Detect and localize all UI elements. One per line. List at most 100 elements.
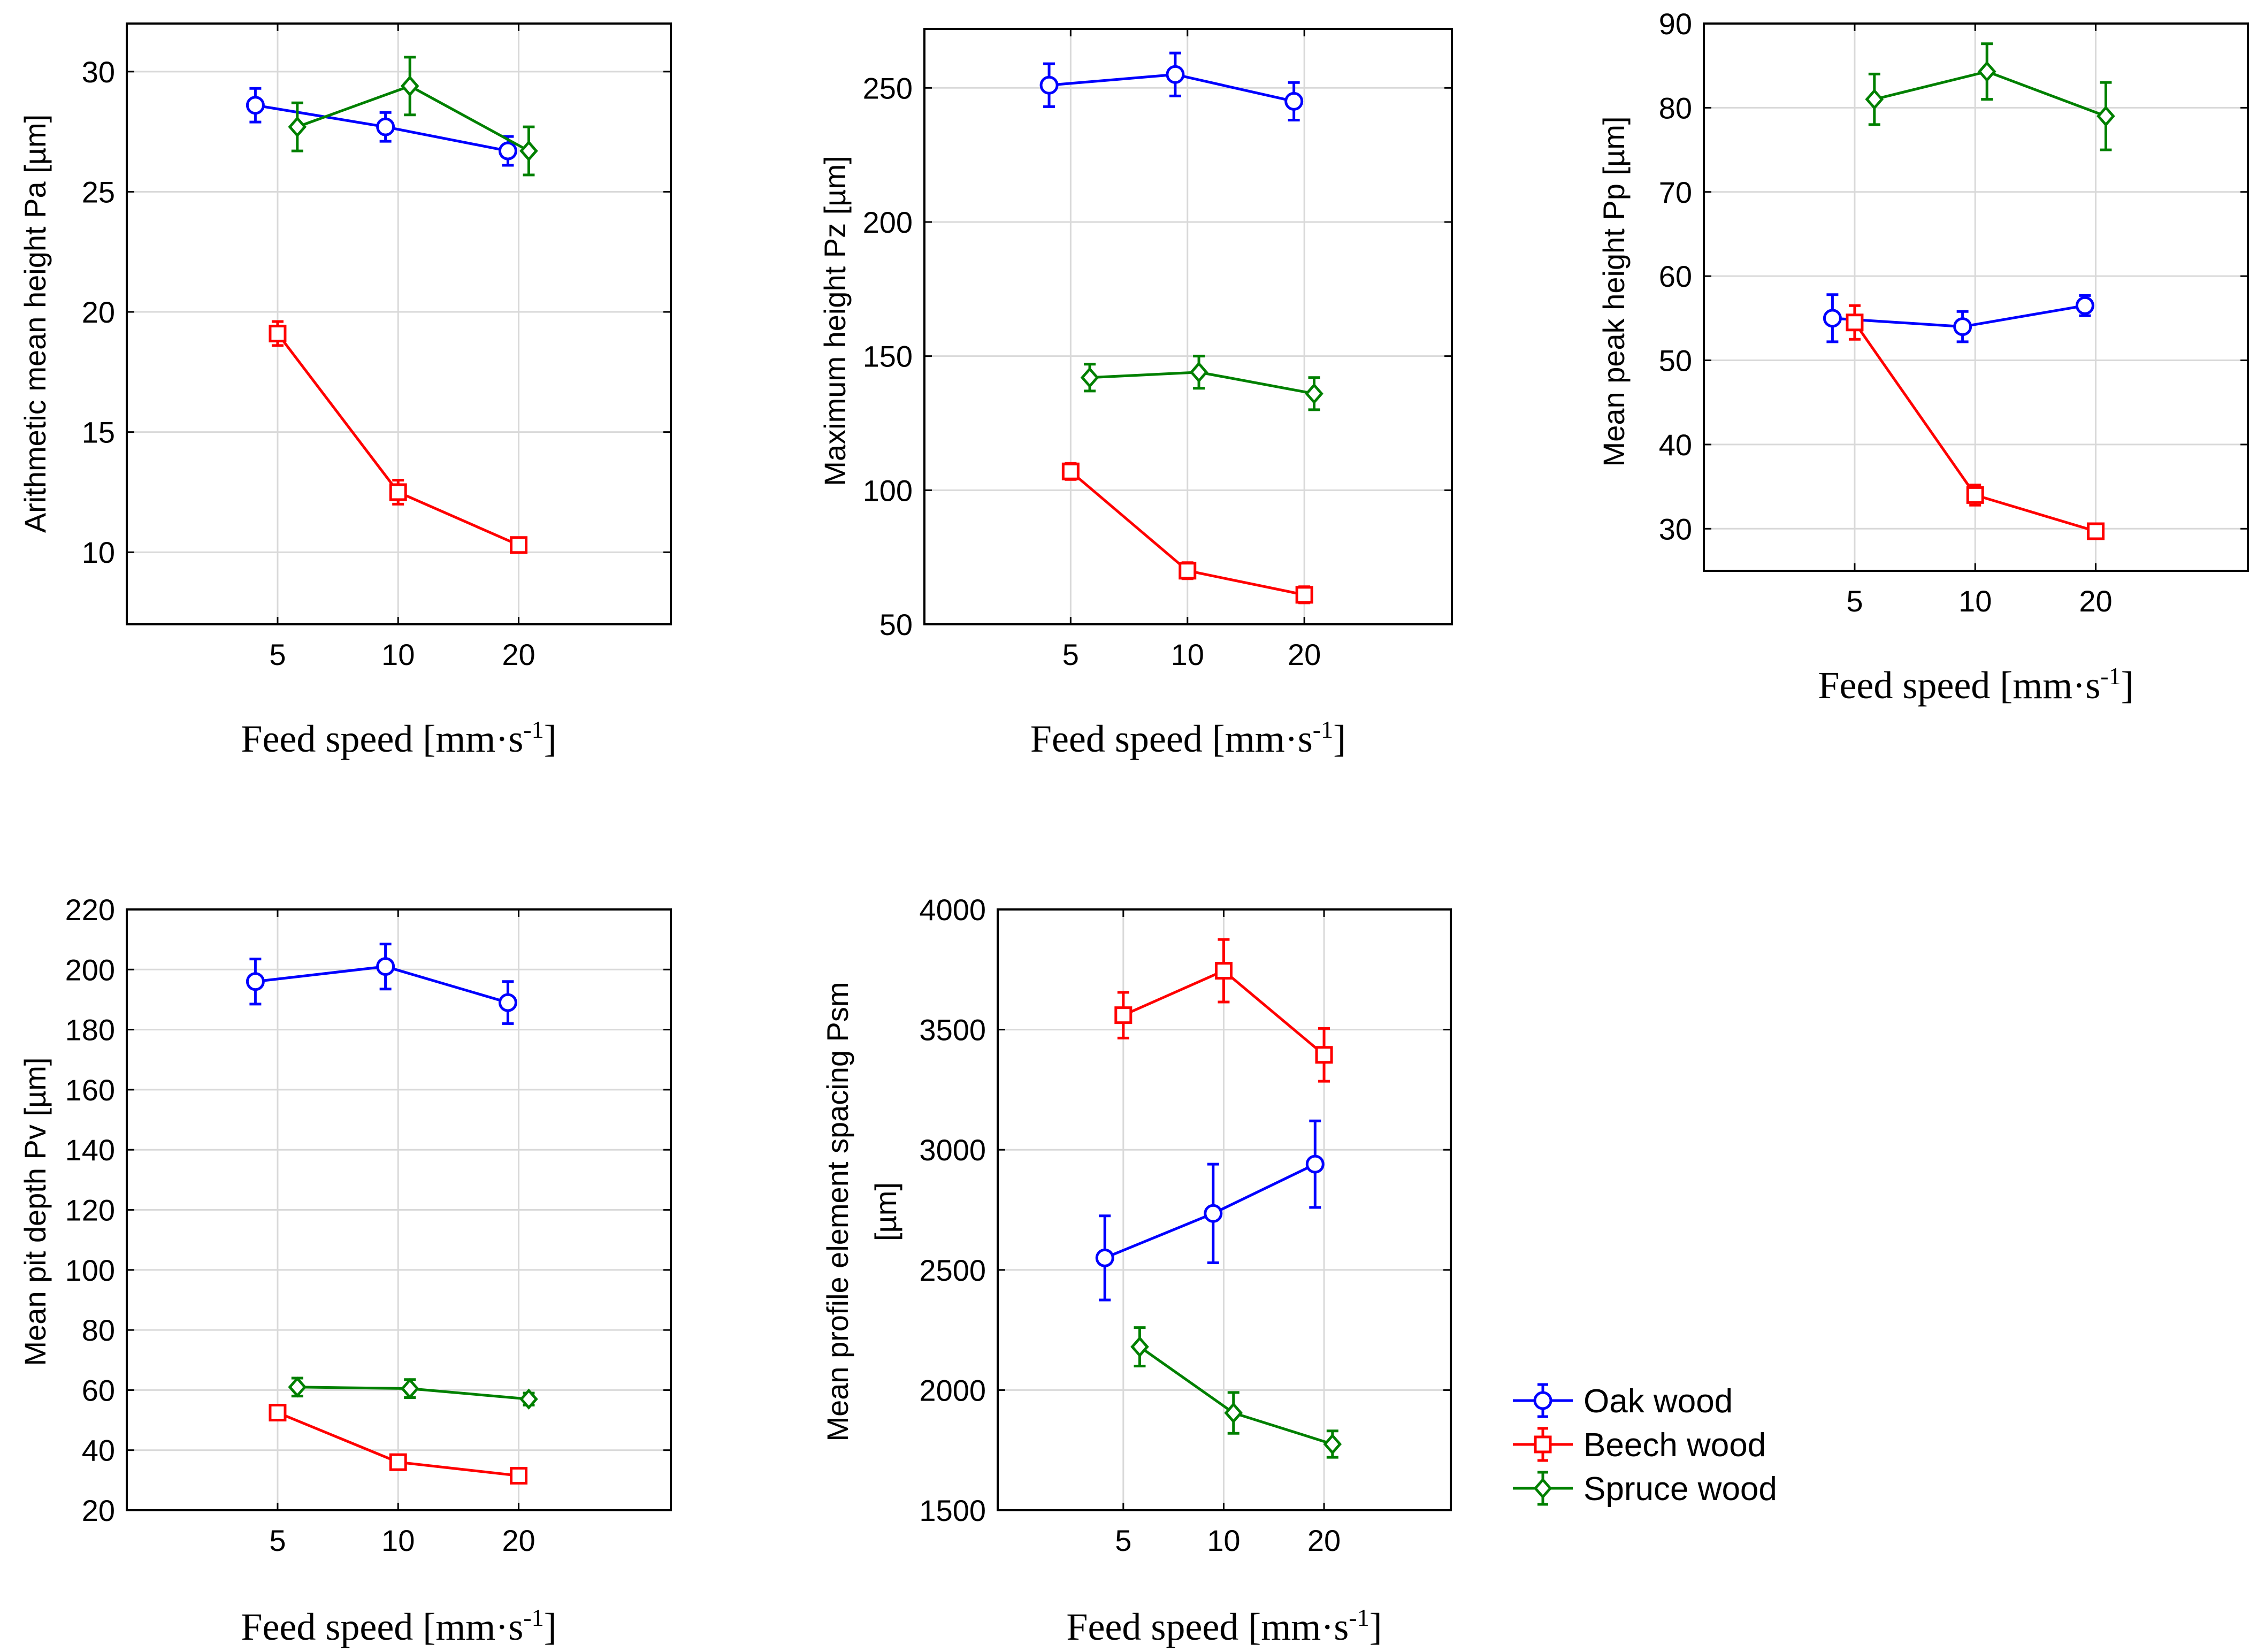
y-tick-label: 60 xyxy=(82,1373,115,1407)
data-point-diamond xyxy=(1305,383,1323,404)
series-beech-wood xyxy=(1114,938,1333,1083)
y-tick-label: 120 xyxy=(65,1194,115,1227)
data-point-circle xyxy=(2075,296,2094,315)
legend-label-oak-wood: Oak wood xyxy=(1583,1383,1733,1420)
data-point-diamond xyxy=(288,116,307,137)
data-point-square xyxy=(1315,1046,1333,1064)
series-spruce-wood xyxy=(1865,42,2115,151)
data-point-diamond xyxy=(2097,105,2115,127)
data-point-square xyxy=(1061,462,1080,480)
data-point-circle xyxy=(1953,317,1972,336)
plot-frame xyxy=(923,28,1453,625)
x-axis-label: Feed speed [mm·s-1] xyxy=(1066,1604,1382,1648)
y-tick-label: 80 xyxy=(82,1313,115,1347)
x-axis-label: Feed speed [mm·s-1] xyxy=(241,1604,556,1648)
y-tick-label: 80 xyxy=(1659,91,1692,125)
data-point-square xyxy=(1214,962,1233,980)
y-tick-label: 30 xyxy=(1659,512,1692,546)
y-tick-label: 200 xyxy=(65,953,115,986)
y-tick-label: 40 xyxy=(1659,428,1692,462)
data-point-circle xyxy=(1204,1204,1223,1223)
x-tick-label: 10 xyxy=(1958,584,1992,618)
y-tick-label: 10 xyxy=(82,536,115,569)
data-point-circle xyxy=(1533,1391,1552,1410)
y-tick-label: 40 xyxy=(82,1434,115,1467)
y-tick-label: 4000 xyxy=(919,893,986,927)
data-point-square xyxy=(1114,1006,1133,1024)
data-point-diamond xyxy=(1977,60,1996,82)
y-tick-label: 60 xyxy=(1659,259,1692,293)
data-point-square xyxy=(269,1404,287,1422)
chart-panel-1: 10 15 20 25 30 5 10 20 Arithmetic mean height Pa… xyxy=(18,22,672,760)
y-tick-label: 220 xyxy=(65,893,115,927)
x-tick-label: 10 xyxy=(1207,1524,1240,1557)
y-tick-label: 20 xyxy=(82,295,115,329)
data-point-diamond xyxy=(519,1388,538,1410)
series-oak-wood xyxy=(246,87,517,167)
y-tick-label: 30 xyxy=(82,55,115,89)
y-axis-label: Mean peak height Pp [µm] xyxy=(1597,117,1631,467)
plot-frame xyxy=(997,908,1452,1511)
data-point-circle xyxy=(1823,309,1842,328)
y-tick-label: 100 xyxy=(863,473,913,507)
plot-frame xyxy=(126,22,672,625)
x-tick-label: 20 xyxy=(1307,1524,1341,1557)
y-axis-label-unit: [µm] xyxy=(869,1182,902,1241)
data-point-square xyxy=(1534,1435,1552,1454)
x-tick-label: 10 xyxy=(381,638,415,671)
data-point-circle xyxy=(246,96,265,115)
x-tick-label: 20 xyxy=(2079,584,2112,618)
y-tick-label: 160 xyxy=(65,1073,115,1107)
y-axis-label: Mean profile element spacing Psm xyxy=(821,982,854,1441)
data-point-circle xyxy=(1039,75,1059,95)
x-axis-label: Feed speed [mm·s-1] xyxy=(1818,662,2133,707)
legend: Oak wood Beech wood Spruce wood xyxy=(1513,1383,1777,1508)
series-beech-wood xyxy=(1846,304,2105,540)
legend-label-spruce-wood: Spruce wood xyxy=(1583,1471,1777,1508)
data-point-square xyxy=(1179,562,1197,580)
data-point-diamond xyxy=(1224,1402,1243,1424)
data-point-circle xyxy=(1305,1154,1325,1174)
y-tick-label: 180 xyxy=(65,1013,115,1047)
data-point-square xyxy=(1846,313,1864,332)
series-beech-wood xyxy=(269,320,527,554)
x-tick-label: 20 xyxy=(502,1524,535,1557)
x-tick-label: 5 xyxy=(1846,584,1863,618)
series-spruce-wood xyxy=(1130,1326,1342,1459)
x-tick-label: 10 xyxy=(1171,638,1204,671)
y-tick-label: 1500 xyxy=(919,1494,986,1527)
series-spruce-wood xyxy=(288,1376,538,1410)
series-oak-wood xyxy=(246,943,517,1025)
series-beech-wood xyxy=(1061,462,1313,605)
series-spruce-wood xyxy=(288,56,538,177)
y-tick-label: 3000 xyxy=(919,1133,986,1167)
x-tick-label: 5 xyxy=(1115,1524,1131,1557)
legend-label-beech-wood: Beech wood xyxy=(1583,1427,1766,1464)
x-tick-label: 20 xyxy=(502,638,535,671)
data-point-diamond xyxy=(1130,1336,1149,1358)
y-axis-label: Mean pit depth Pv [µm] xyxy=(18,1058,52,1366)
y-tick-label: 2000 xyxy=(919,1373,986,1407)
data-point-diamond xyxy=(400,75,419,97)
data-point-diamond xyxy=(1323,1433,1342,1455)
data-point-square xyxy=(1295,586,1313,604)
x-tick-label: 5 xyxy=(269,1524,286,1557)
x-tick-label: 10 xyxy=(381,1524,415,1557)
data-point-circle xyxy=(498,141,517,160)
y-tick-label: 25 xyxy=(82,175,115,209)
chart-panel-2: 50 100 150 200 250 5 10 20 Maximum height Pz [µm… xyxy=(818,28,1453,760)
data-point-diamond xyxy=(1865,88,1884,110)
y-axis-label: Maximum height Pz [µm] xyxy=(818,156,852,486)
series-line xyxy=(1139,1345,1333,1446)
x-tick-label: 5 xyxy=(269,638,286,671)
plot-frame xyxy=(126,908,672,1511)
x-tick-label: 5 xyxy=(1062,638,1079,671)
data-point-square xyxy=(509,536,527,554)
data-point-diamond xyxy=(519,140,538,162)
y-tick-label: 150 xyxy=(863,340,913,373)
series-oak-wood xyxy=(1823,293,2094,343)
data-point-square xyxy=(2086,522,2105,540)
y-tick-label: 250 xyxy=(863,71,913,105)
series-spruce-wood xyxy=(1080,355,1323,411)
